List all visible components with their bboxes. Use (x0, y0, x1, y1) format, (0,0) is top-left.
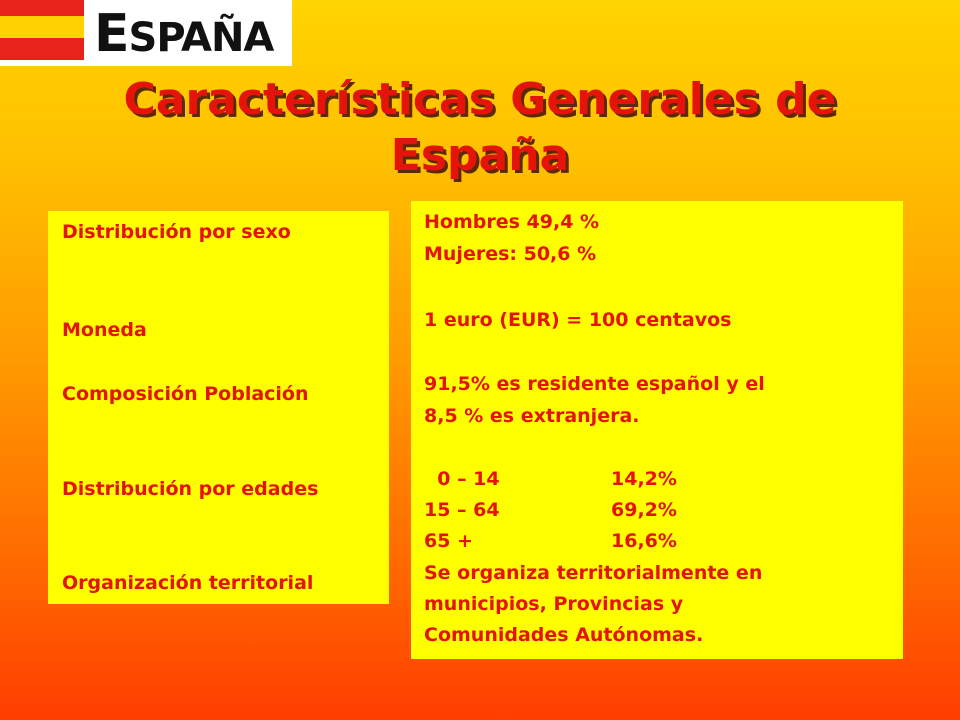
label-moneda: Moneda (62, 319, 147, 341)
value-territorial-2: municipios, Provincias y (424, 593, 684, 615)
logo-wordmark: ESPAÑA (94, 4, 274, 64)
age-range-3: 65 + (424, 530, 473, 552)
value-territorial-1: Se organiza territorialmente en (424, 562, 763, 584)
espana-logo: ESPAÑA (0, 0, 292, 66)
age-pct-3: 16,6% (611, 530, 677, 552)
label-sexo: Distribución por sexo (62, 221, 291, 243)
title-line-2: España (390, 130, 570, 181)
value-poblacion-1: 91,5% es residente español y el (424, 373, 765, 395)
label-poblacion: Composición Población (62, 383, 309, 405)
spain-flag-icon (0, 0, 84, 66)
labels-box: Distribución por sexo Moneda Composición… (48, 211, 389, 604)
value-poblacion-2: 8,5 % es extranjera. (424, 405, 640, 427)
value-hombres: Hombres 49,4 % (424, 211, 600, 233)
value-territorial-3: Comunidades Autónomas. (424, 624, 704, 646)
values-box: Hombres 49,4 % Mujeres: 50,6 % 1 euro (E… (411, 201, 903, 659)
label-edades: Distribución por edades (62, 478, 319, 500)
page-title: Características Generales de España (0, 72, 960, 184)
value-moneda: 1 euro (EUR) = 100 centavos (424, 309, 732, 331)
value-mujeres: Mujeres: 50,6 % (424, 243, 597, 265)
age-pct-2: 69,2% (611, 499, 677, 521)
title-line-1: Características Generales de (123, 74, 837, 125)
label-territorial: Organización territorial (62, 572, 314, 594)
age-range-1: 0 – 14 (424, 468, 500, 490)
age-pct-1: 14,2% (611, 468, 677, 490)
age-range-2: 15 – 64 (424, 499, 500, 521)
